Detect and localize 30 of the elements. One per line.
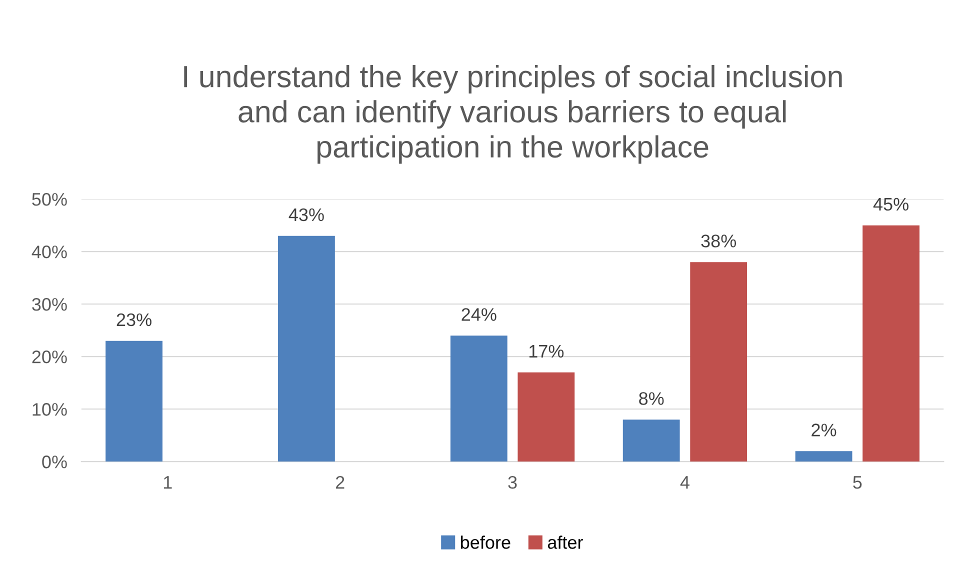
data-label: 24% [462,308,496,321]
legend-label: after [548,536,583,549]
data-label: 8% [639,392,664,405]
data-label: 38% [701,234,736,248]
y-tick-label: 10% [32,403,67,416]
data-label: 2% [812,424,836,436]
bar [518,372,575,462]
bar [450,336,508,462]
y-tick-label: 20% [32,350,67,364]
bar [278,236,335,462]
bar [622,420,680,462]
x-tick-label: 2 [336,476,344,489]
y-tick-label: 40% [32,246,67,258]
bar [690,262,748,462]
data-label: 45% [873,198,908,211]
legend-label: before [461,536,510,549]
x-tick-label: 4 [680,476,690,489]
data-label: 17% [529,344,564,358]
chart-title: I understand the key principles of social inclusion and can identify various barriers to equal participation in the workplace [184,65,842,164]
data-label: 43% [288,208,324,222]
y-tick-label: 0% [42,456,67,468]
bar [106,340,162,462]
data-label: 23% [116,313,152,326]
y-tick-label: 50% [32,193,67,206]
x-tick-label: 3 [508,476,517,489]
x-tick-label: 5 [853,476,862,489]
bar [862,225,920,462]
y-tick-label: 30% [32,298,67,311]
bar [795,451,852,462]
x-tick-label: 1 [164,476,172,489]
